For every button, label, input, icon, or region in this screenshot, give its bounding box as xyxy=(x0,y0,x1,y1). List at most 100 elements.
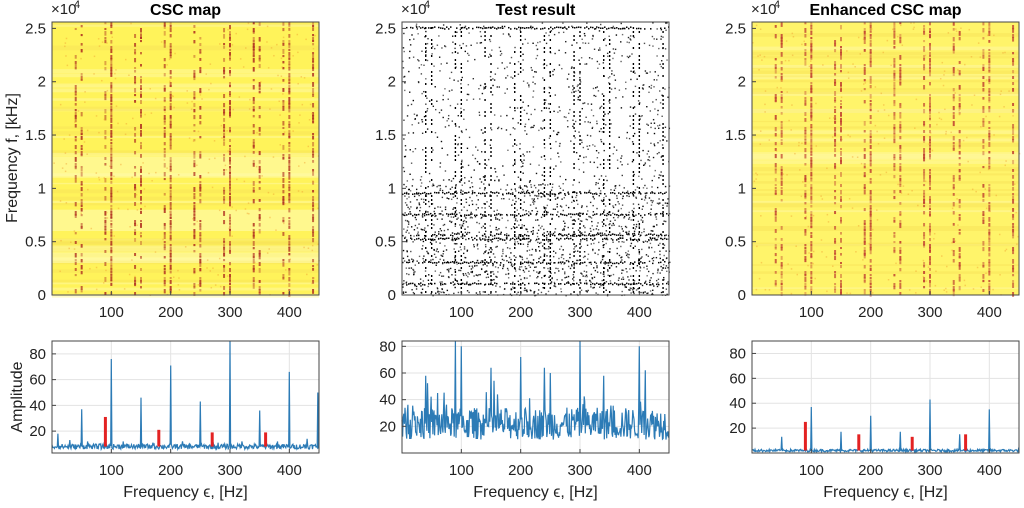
test-band-dot xyxy=(632,239,634,241)
test-band-dot xyxy=(546,239,548,241)
test-dot xyxy=(616,34,617,35)
test-band-dot xyxy=(528,192,530,194)
test-band-dot xyxy=(592,239,594,241)
heatmap-line-dot xyxy=(140,235,142,237)
heatmap-speckle xyxy=(240,58,242,60)
test-dot xyxy=(421,248,422,249)
test-dot xyxy=(610,189,611,190)
heatmap-line-dot xyxy=(288,268,290,271)
test-dot xyxy=(657,114,658,115)
test-line-dot xyxy=(455,187,456,189)
test-dot xyxy=(479,178,480,179)
test-band-dot xyxy=(486,27,488,29)
test-dot xyxy=(448,115,449,116)
test-dot xyxy=(522,189,523,190)
heatmap-speckle xyxy=(68,248,70,250)
test-dot xyxy=(404,260,405,261)
heatmap-1-xtick-label: 300 xyxy=(217,304,242,321)
test-dot xyxy=(486,271,487,272)
test-dot xyxy=(432,184,433,185)
test-band-dot xyxy=(448,192,450,194)
heatmap-speckle xyxy=(164,159,166,161)
test-band-dot xyxy=(446,238,448,240)
heatmap-line-dot xyxy=(810,82,812,84)
test-dot xyxy=(635,113,636,114)
test-dot xyxy=(623,196,624,197)
heatmap-line-dot xyxy=(81,265,83,269)
test-dot xyxy=(406,204,407,205)
test-dot xyxy=(533,125,534,126)
test-dot xyxy=(456,280,457,281)
heatmap-band xyxy=(52,46,319,51)
heatmap-speckle xyxy=(229,152,231,154)
heatmap-speckle xyxy=(200,94,202,96)
heatmap-line-dot xyxy=(193,193,195,196)
heatmap-speckle xyxy=(60,104,62,106)
test-dot xyxy=(660,266,661,267)
test-dot xyxy=(605,243,606,244)
test-dot xyxy=(628,231,629,232)
heatmap-line-dot xyxy=(804,34,806,38)
test-dot xyxy=(489,249,490,250)
test-band-dot xyxy=(532,263,534,265)
heatmap-speckle xyxy=(236,179,238,181)
heatmap-line-dot xyxy=(804,163,806,166)
test-dot xyxy=(514,241,515,242)
heatmap-line-dot xyxy=(164,40,166,43)
test-dot xyxy=(634,72,635,73)
heatmap-line-dot xyxy=(288,277,290,281)
heatmap-line-dot xyxy=(134,70,136,73)
heatmap-line-dot xyxy=(253,280,255,282)
heatmap-line-dot xyxy=(75,289,77,293)
heatmap-line-dot xyxy=(199,289,201,292)
test-dot xyxy=(493,253,494,254)
test-dot xyxy=(657,142,658,143)
test-dot xyxy=(565,117,566,118)
test-dot xyxy=(652,290,653,291)
test-band-dot xyxy=(652,283,654,285)
test-dot xyxy=(538,289,539,290)
test-band-dot xyxy=(520,239,522,241)
test-dot xyxy=(407,251,408,252)
heatmap-line-dot xyxy=(229,73,231,76)
test-dot xyxy=(448,215,449,216)
heatmap-speckle xyxy=(219,258,221,260)
heatmap-line-dot xyxy=(253,163,255,167)
test-line-dot xyxy=(431,247,432,249)
heatmap-line-dot xyxy=(288,106,290,109)
test-line-dot xyxy=(455,155,456,157)
heatmap-line-dot xyxy=(781,283,783,285)
test-line-dot xyxy=(520,35,521,37)
test-dot xyxy=(475,158,476,159)
test-line-dot xyxy=(484,151,485,153)
test-dot xyxy=(410,206,411,207)
test-dot xyxy=(415,225,416,226)
test-dot xyxy=(650,200,651,201)
test-dot xyxy=(611,88,612,89)
test-dot xyxy=(523,244,524,245)
test-band-dot xyxy=(510,262,512,264)
test-band-dot xyxy=(660,262,662,264)
heatmap-line-dot xyxy=(81,253,83,256)
test-line-dot xyxy=(550,279,551,281)
test-dot xyxy=(598,229,599,230)
test-dot xyxy=(663,220,664,221)
test-dot xyxy=(617,168,618,169)
heatmap-line-dot xyxy=(810,76,812,78)
test-dot xyxy=(561,206,562,207)
heatmap-line-dot xyxy=(223,274,225,278)
test-dot xyxy=(648,151,649,152)
test-band-dot xyxy=(570,213,572,215)
heatmap-speckle xyxy=(285,269,287,271)
test-dot xyxy=(548,248,549,249)
test-dot xyxy=(526,191,527,192)
test-band-dot xyxy=(578,213,580,215)
heatmap-line-dot xyxy=(170,178,172,182)
test-dot xyxy=(563,228,564,229)
heatmap-line-dot xyxy=(134,127,136,131)
heatmap-line-dot xyxy=(810,37,812,39)
heatmap-line-dot xyxy=(834,91,836,96)
test-line-dot xyxy=(579,79,580,81)
test-dot xyxy=(472,190,473,191)
test-dot xyxy=(576,200,577,201)
